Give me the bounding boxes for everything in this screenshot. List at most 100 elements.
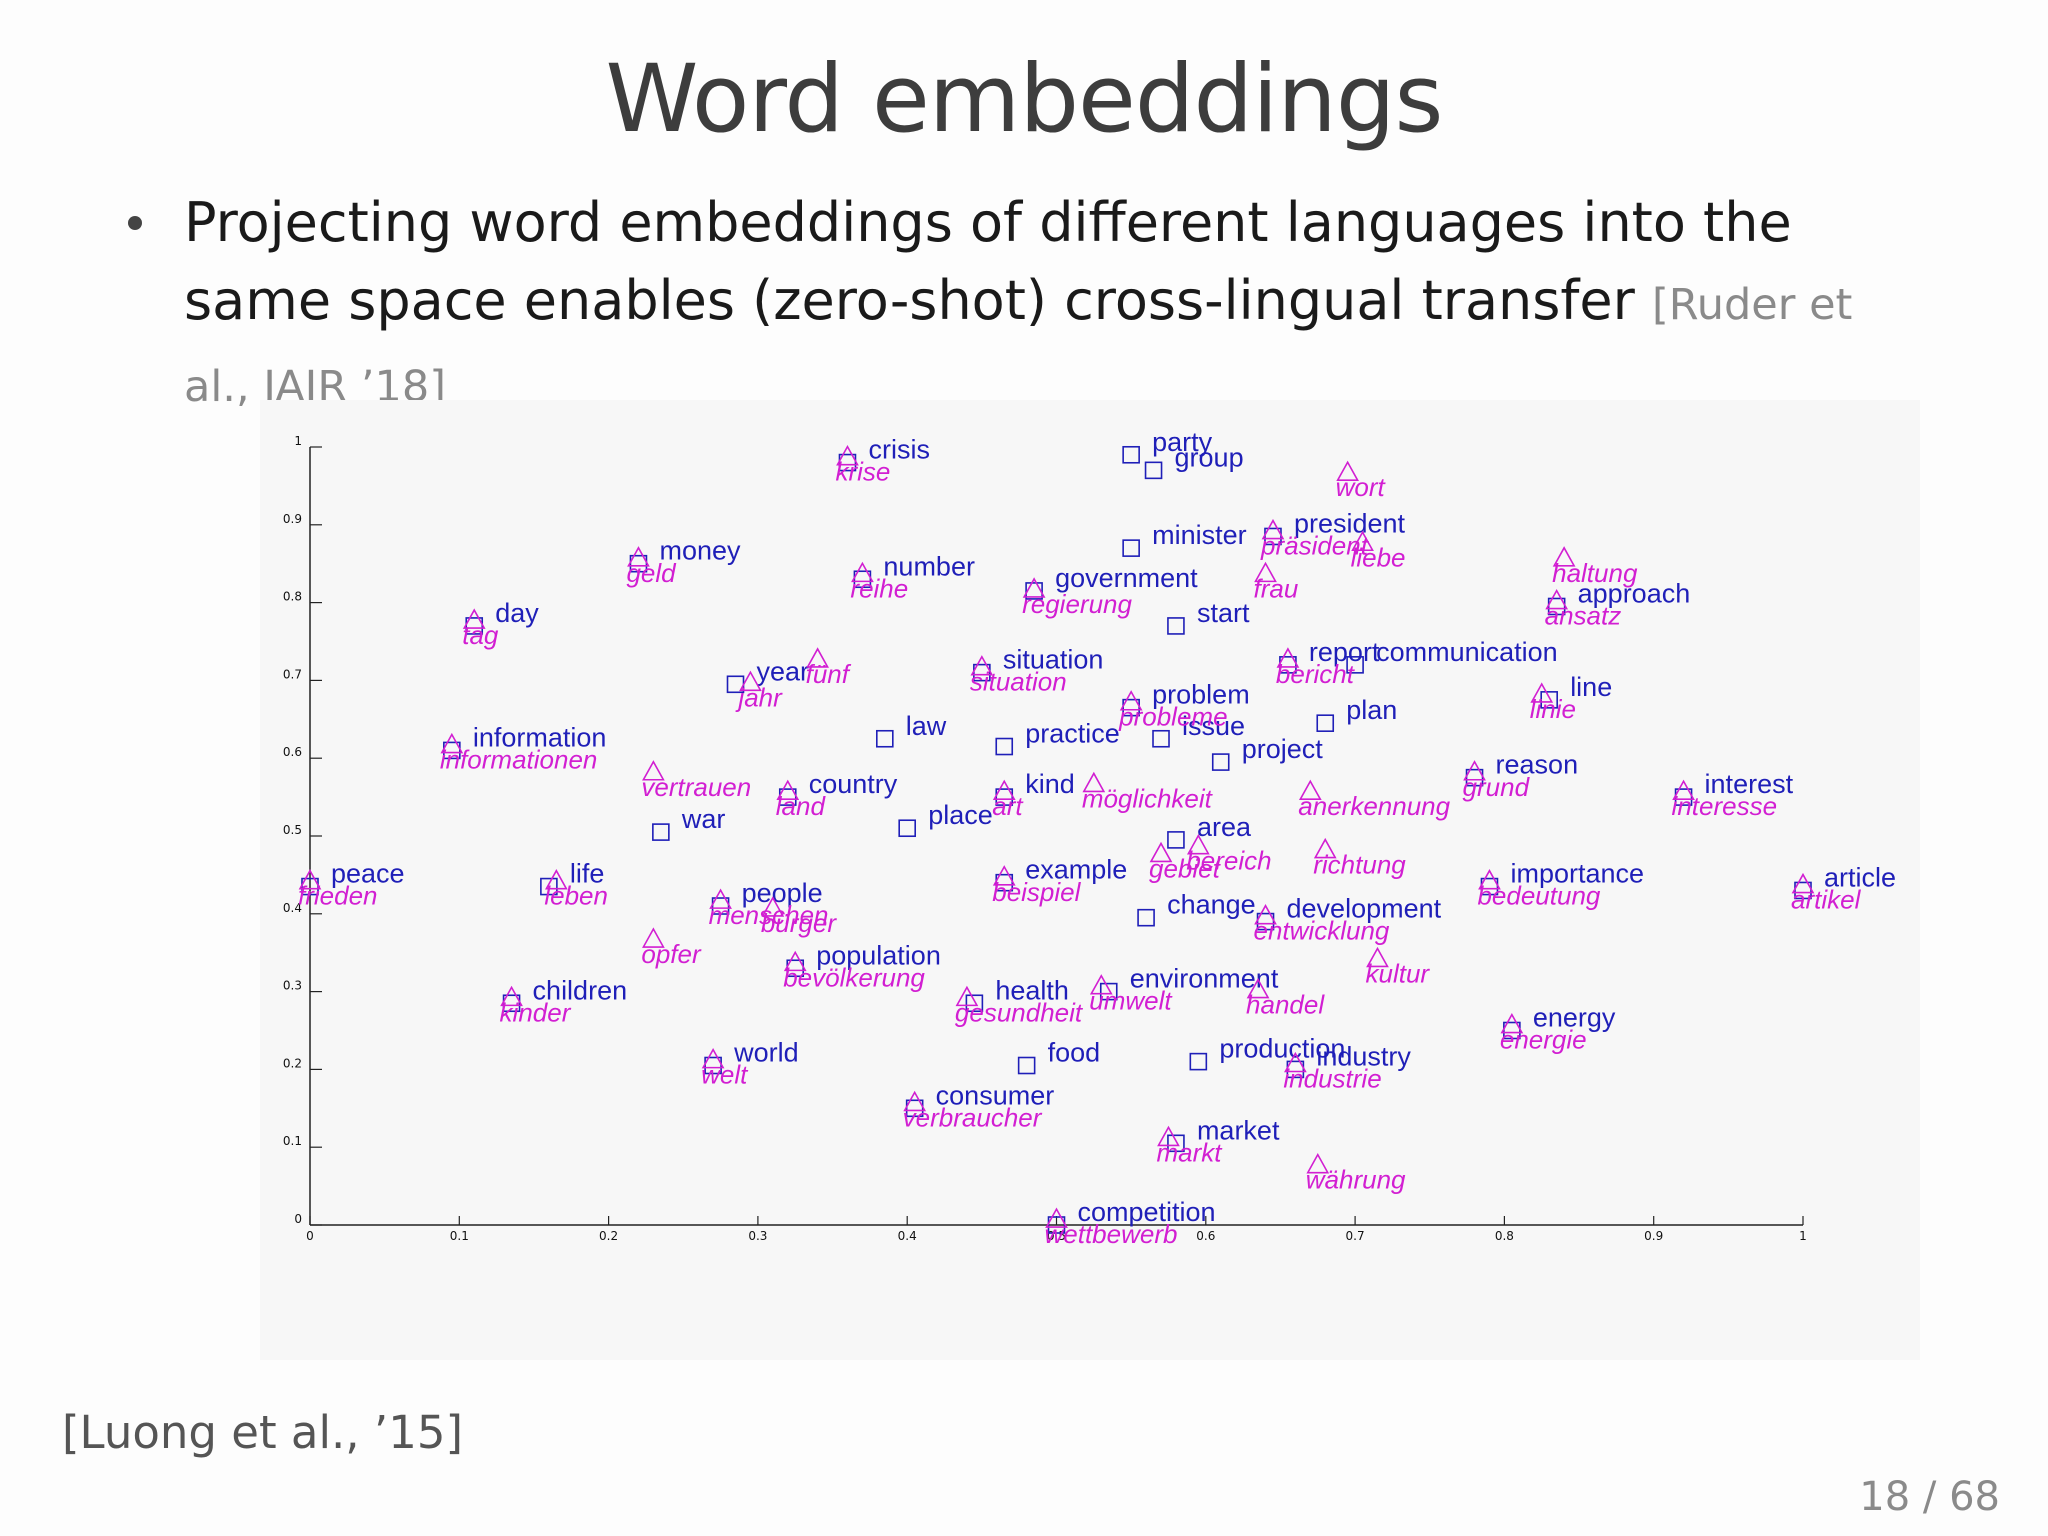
point-de-menschen	[709, 888, 732, 909]
label-de-interesse: interesse	[1672, 791, 1778, 821]
point-en-place	[898, 819, 917, 838]
label-en-importance: importance	[1510, 859, 1644, 889]
label-en-production: production	[1219, 1034, 1345, 1064]
point-de-haltung	[1552, 546, 1576, 567]
label-de-wettbewerb: wettbewerb	[1045, 1219, 1178, 1249]
x-tick-label: 0.3	[748, 1229, 767, 1243]
label-de-probleme: probleme	[1118, 702, 1227, 732]
label-en-war: war	[681, 804, 726, 834]
y-tick-label: 0.7	[283, 667, 302, 681]
point-de-artikel	[1791, 872, 1815, 894]
x-tick-label: 0.9	[1644, 1229, 1663, 1243]
label-de-welt: welt	[701, 1060, 749, 1090]
label-de-grund: grund	[1463, 772, 1531, 802]
label-en-report: report	[1309, 637, 1380, 667]
label-en-start: start	[1197, 598, 1250, 628]
label-de-beispiel: beispiel	[992, 877, 1081, 907]
label-en-energy: energy	[1533, 1003, 1616, 1033]
label-en-group: group	[1175, 442, 1244, 472]
label-de-präsident: präsident	[1260, 531, 1370, 561]
label-en-project: project	[1242, 734, 1324, 764]
point-de-geld	[627, 546, 650, 567]
slide-title: Word embeddings	[605, 45, 1443, 154]
point-de-entwicklung	[1254, 904, 1277, 925]
label-de-vertrauen: vertrauen	[641, 772, 751, 802]
y-tick-label: 0.2	[283, 1056, 302, 1070]
point-de-welt	[701, 1047, 725, 1069]
label-en-government: government	[1055, 563, 1198, 593]
bullet-citation: [Ruder et al., JAIR ’18]	[184, 280, 1853, 412]
point-de-präsident	[1261, 518, 1285, 540]
label-en-article: article	[1824, 862, 1896, 892]
label-en-situation: situation	[1003, 645, 1104, 675]
label-en-line: line	[1570, 672, 1612, 702]
label-en-approach: approach	[1578, 578, 1691, 608]
bullet-point	[128, 216, 142, 230]
y-tick-label: 1	[294, 434, 302, 448]
point-de-art	[992, 779, 1016, 801]
point-en-communication	[1346, 656, 1364, 674]
label-de-tag: tag	[462, 620, 499, 650]
point-en-project	[1211, 753, 1230, 771]
point-de-bericht	[1276, 647, 1300, 668]
y-tick-label: 0.9	[283, 512, 302, 526]
label-de-krise: krise	[835, 457, 890, 487]
footer-citation: [Luong et al., ’15]	[62, 1406, 464, 1459]
point-de-markt	[1157, 1125, 1180, 1147]
y-tick-label: 0.4	[283, 901, 302, 915]
point-en-area	[1167, 831, 1185, 849]
label-de-währung: währung	[1306, 1165, 1406, 1195]
y-tick-label: 0	[294, 1212, 302, 1226]
label-en-number: number	[883, 551, 975, 581]
label-en-life: life	[570, 859, 605, 889]
point-en-change	[1137, 908, 1155, 927]
label-en-party: party	[1152, 427, 1213, 457]
point-en-health	[965, 994, 984, 1013]
label-en-health: health	[995, 975, 1069, 1005]
y-tick-label: 0.6	[283, 745, 302, 759]
label-en-interest: interest	[1705, 769, 1794, 799]
label-de-umwelt: umwelt	[1089, 986, 1173, 1016]
label-en-kind: kind	[1025, 769, 1075, 799]
x-tick-label: 0.4	[898, 1229, 917, 1243]
point-de-krise	[836, 445, 859, 466]
point-de-wort	[1336, 460, 1359, 482]
label-en-industry: industry	[1316, 1041, 1411, 1071]
point-de-liebe	[1351, 530, 1374, 552]
point-en-issue	[1152, 729, 1170, 748]
label-en-practice: practice	[1025, 719, 1120, 749]
point-en-government	[1025, 582, 1043, 600]
bullet-text: Projecting word embeddings of different …	[184, 191, 1792, 332]
point-de-umwelt	[1089, 974, 1113, 995]
label-de-frieden: frieden	[298, 881, 378, 911]
label-en-place: place	[928, 800, 993, 830]
point-en-start	[1167, 617, 1185, 635]
label-de-artikel: artikel	[1791, 885, 1862, 915]
bullet-item: Projecting word embeddings of different …	[184, 184, 1904, 426]
label-de-kultur: kultur	[1365, 958, 1430, 988]
point-de-bürger	[761, 896, 785, 917]
point-en-market	[1167, 1134, 1185, 1153]
label-de-kinder: kinder	[500, 997, 572, 1027]
point-en-group	[1144, 461, 1163, 480]
point-de-bedeutung	[1478, 869, 1501, 890]
label-de-bürger: bürger	[761, 908, 837, 938]
point-de-tag	[462, 608, 486, 629]
point-de-gebiet	[1149, 841, 1173, 863]
point-de-grund	[1463, 760, 1486, 781]
label-de-ansatz: ansatz	[1545, 601, 1622, 631]
y-tick-label: 0.5	[283, 823, 302, 837]
point-en-minister	[1122, 539, 1140, 557]
point-de-probleme	[1119, 690, 1143, 711]
label-en-day: day	[495, 598, 539, 628]
label-de-anerkennung: anerkennung	[1298, 791, 1450, 821]
label-de-land: land	[776, 791, 827, 821]
scatter-chart: 0 0.1 0.2 0.3 0.4 0.5 0.6 0.7 0.8 0.9 1 0 0.1 0.2 0.3 0…	[283, 427, 1896, 1249]
point-en-war	[652, 823, 670, 841]
label-de-möglichkeit: möglichkeit	[1082, 783, 1214, 813]
label-de-gesundheit: gesundheit	[955, 997, 1084, 1027]
point-de-opfer	[642, 927, 665, 948]
point-de-reihe	[851, 561, 874, 583]
label-de-jahr: jahr	[735, 682, 783, 712]
